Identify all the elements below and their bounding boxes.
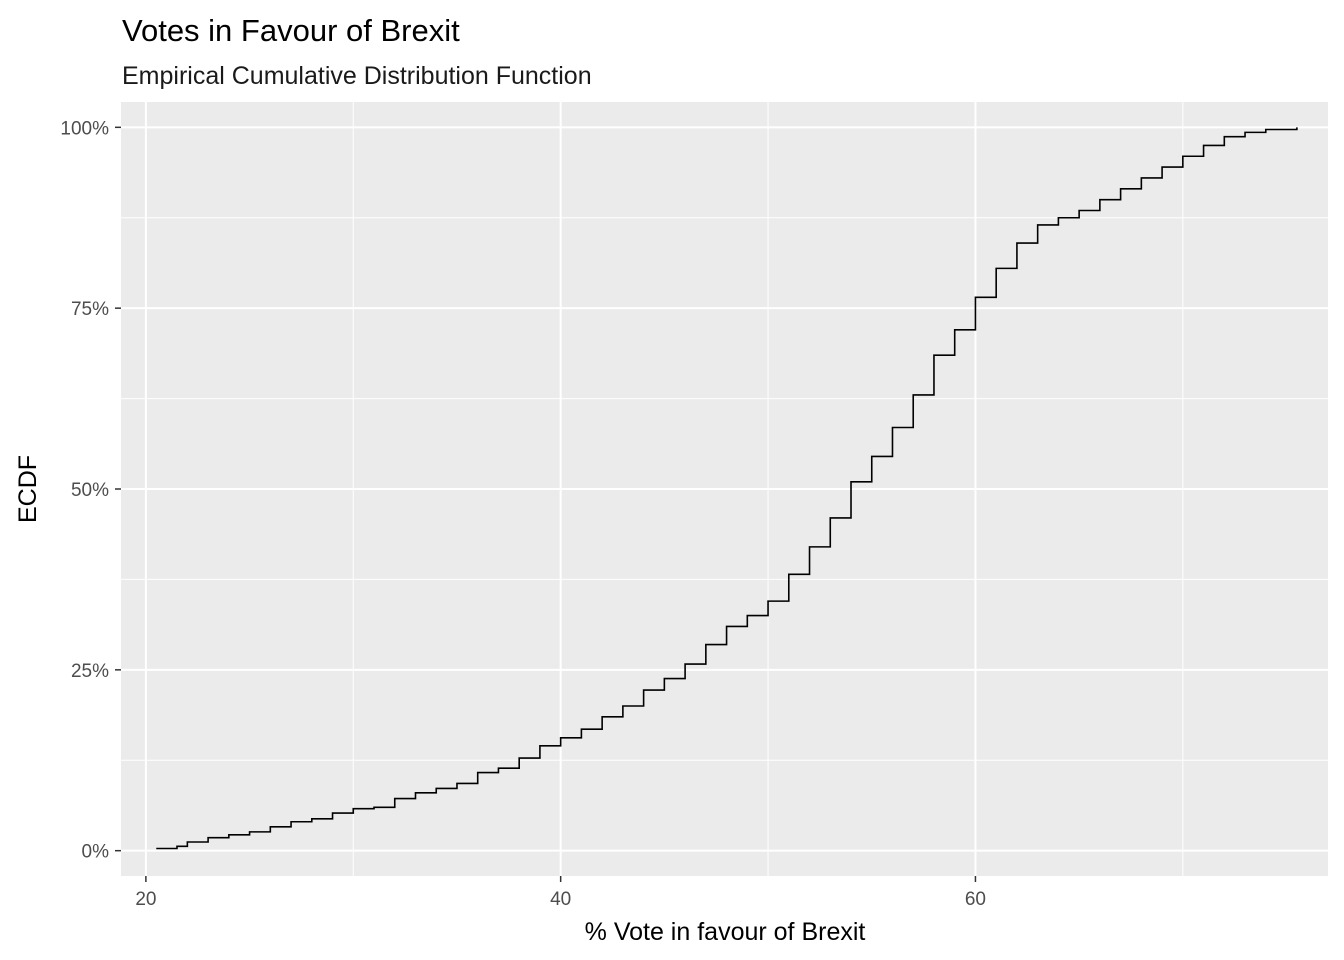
y-tick-label: 25% xyxy=(71,661,109,682)
major-gridlines xyxy=(121,102,1328,876)
chart-subtitle: Empirical Cumulative Distribution Functi… xyxy=(122,62,592,90)
y-tick-label: 100% xyxy=(60,118,109,139)
y-axis-title: ECDF xyxy=(14,455,42,523)
y-tick-label: 50% xyxy=(71,480,109,501)
chart-title: Votes in Favour of Brexit xyxy=(122,13,460,48)
y-tick-label: 75% xyxy=(71,299,109,320)
series-layer xyxy=(156,127,1298,850)
x-tick-label: 40 xyxy=(550,889,571,910)
ecdf-step-line xyxy=(156,127,1298,850)
x-axis-title: % Vote in favour of Brexit xyxy=(585,918,866,946)
y-tick-label: 0% xyxy=(82,842,110,863)
x-tick-label: 60 xyxy=(965,889,986,910)
x-tick-label: 20 xyxy=(135,889,156,910)
y-axis-ticks: 0% 25% 50% 75% 100% xyxy=(60,118,121,863)
x-axis-ticks: 20 40 60 xyxy=(135,876,986,910)
